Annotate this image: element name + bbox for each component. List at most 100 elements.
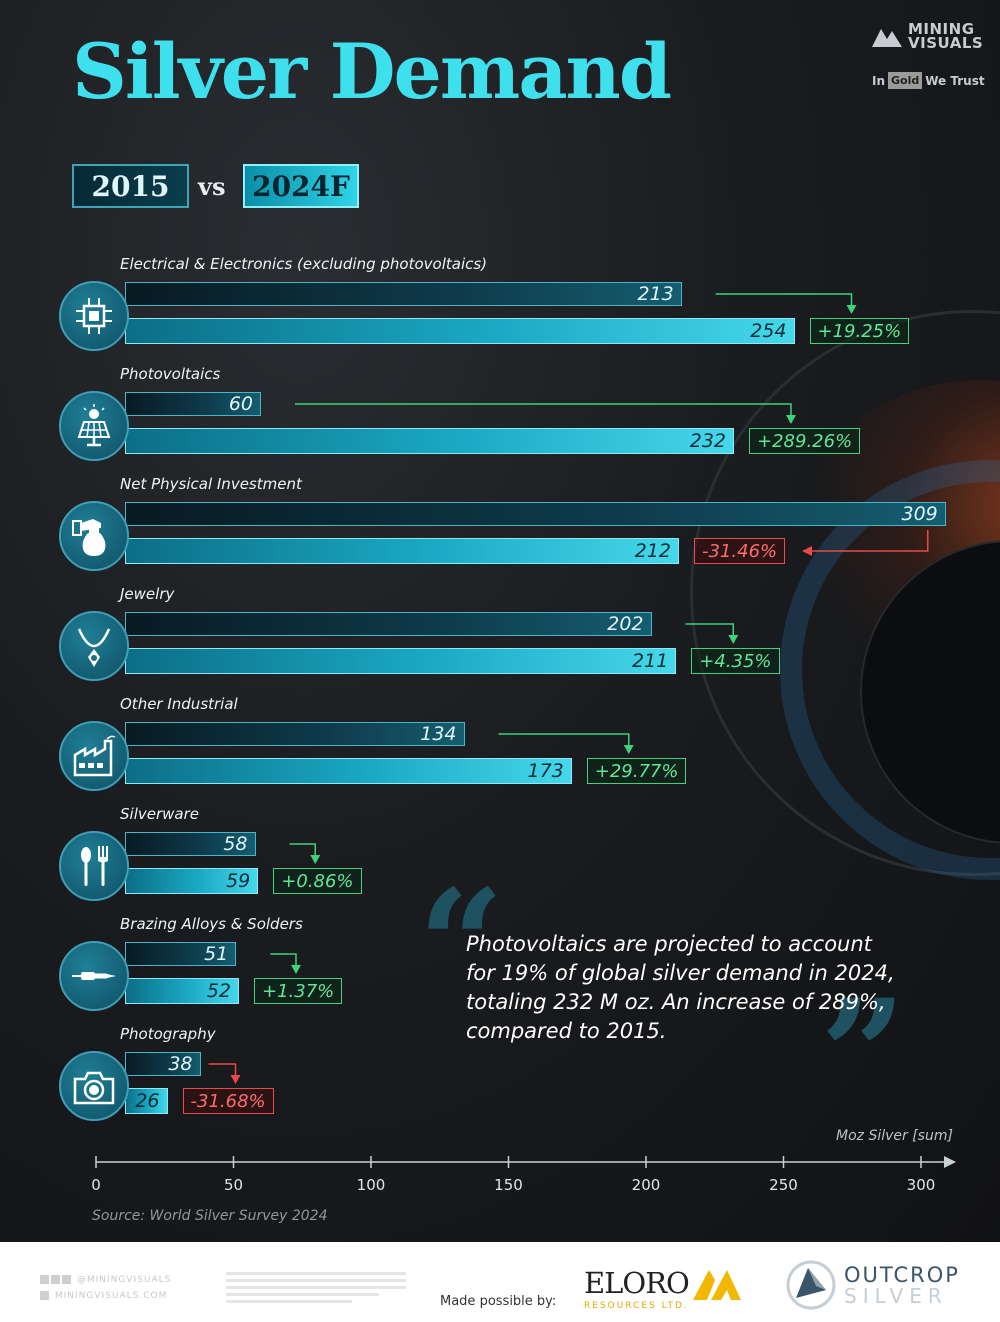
change-badge: +289.26% xyxy=(749,428,861,454)
fine-print xyxy=(226,1272,406,1307)
made-possible-by: Made possible by: xyxy=(440,1294,557,1309)
category-label: Other Industrial xyxy=(120,695,238,713)
category-label: Photography xyxy=(120,1025,216,1043)
website-link[interactable]: MININGVISUALS.COM xyxy=(54,1291,168,1301)
change-arrow-up xyxy=(498,733,634,754)
bar-2015 xyxy=(125,392,261,416)
vs-label: vs xyxy=(198,172,226,201)
bar-2024f xyxy=(125,868,259,894)
bar-2024f xyxy=(125,318,795,344)
change-badge: +19.25% xyxy=(809,318,910,344)
bar-2015 xyxy=(125,502,946,526)
value-label-2024f: 173 xyxy=(527,760,564,782)
value-label-2024f: 254 xyxy=(750,320,787,342)
category-label: Jewelry xyxy=(120,585,175,603)
eloro-logo: ELORO RESOURCES LTD. xyxy=(584,1266,741,1311)
x-axis xyxy=(95,1156,956,1168)
bar-2024f xyxy=(125,538,679,564)
outcrop-mark-icon xyxy=(786,1260,836,1310)
in-gold-we-trust-logo: In Gold We Trust xyxy=(872,72,985,89)
change-arrow-up xyxy=(289,843,321,864)
social-links: @MININGVISUALS MININGVISUALS.COM xyxy=(40,1272,171,1304)
facebook-icon[interactable] xyxy=(40,1275,49,1284)
value-label-2024f: 59 xyxy=(226,870,251,892)
change-arrow-down xyxy=(208,1063,241,1084)
x-axis-tick-label: 100 xyxy=(356,1176,386,1194)
change-badge: +29.77% xyxy=(586,758,687,784)
x-axis-tick-label: 300 xyxy=(906,1176,936,1194)
x-axis-tick-label: 200 xyxy=(631,1176,661,1194)
x-axis-tick-label: 0 xyxy=(91,1176,101,1194)
arrow-head xyxy=(846,305,857,314)
cutlery-icon xyxy=(59,831,129,901)
arrow-head xyxy=(291,965,301,974)
quote-close-mark: ” xyxy=(820,967,907,1143)
money-bag-icon xyxy=(59,501,129,571)
value-label-2015: 60 xyxy=(228,393,253,415)
x-axis-tick-label: 250 xyxy=(769,1176,798,1194)
category-label: Net Physical Investment xyxy=(120,475,302,493)
change-arrow-up xyxy=(295,403,796,424)
legend-2024f: 2024F xyxy=(243,164,359,208)
outcrop-silver-logo: OUTCROP SILVER xyxy=(786,1260,960,1310)
arrow-line xyxy=(270,953,297,966)
bar-2015 xyxy=(125,722,465,746)
eloro-mark-icon xyxy=(692,1270,741,1300)
category-label: Brazing Alloys & Solders xyxy=(120,915,303,933)
change-arrow-up xyxy=(270,953,301,974)
bar-2015 xyxy=(125,282,682,306)
camera-icon xyxy=(59,1051,129,1121)
mining-visuals-wordmark: MINING VISUALS xyxy=(908,20,984,52)
arrow-head xyxy=(310,855,321,864)
web-icon xyxy=(40,1291,49,1300)
value-label-2015: 58 xyxy=(223,833,248,855)
source-note: Source: World Silver Survey 2024 xyxy=(92,1208,328,1224)
bar-2024f xyxy=(125,648,677,674)
x-axis-tick-label: 150 xyxy=(494,1176,523,1194)
linkedin-icon[interactable] xyxy=(62,1275,71,1284)
change-badge: +4.35% xyxy=(691,648,780,674)
bar-2024f xyxy=(125,758,572,784)
category-label: Silverware xyxy=(120,805,199,823)
bar-2015 xyxy=(125,1052,201,1076)
value-label-2024f: 212 xyxy=(634,540,671,562)
quote-open-mark: “ xyxy=(418,857,505,1033)
value-label-2015: 202 xyxy=(607,613,644,635)
bar-2015 xyxy=(125,832,256,856)
value-label-2015: 213 xyxy=(637,283,674,305)
necklace-icon xyxy=(59,611,129,681)
value-label-2024f: 52 xyxy=(206,980,231,1002)
value-label-2024f: 26 xyxy=(135,1090,160,1112)
value-label-2015: 134 xyxy=(420,723,457,745)
change-badge: +1.37% xyxy=(254,978,343,1004)
page-title: Silver Demand xyxy=(72,27,672,116)
arrow-line xyxy=(715,293,853,306)
change-badge: +0.86% xyxy=(273,868,362,894)
factory-icon xyxy=(59,721,129,791)
main-panel: Silver Demand 2015 vs 2024F MINING VISUA… xyxy=(0,0,1000,1242)
x-axis-tick-label: 50 xyxy=(223,1176,244,1194)
twitter-icon[interactable] xyxy=(51,1275,60,1284)
chip-icon xyxy=(59,281,129,351)
arrow-line xyxy=(289,843,316,856)
value-label-2015: 38 xyxy=(168,1053,193,1075)
soldering-iron-icon xyxy=(59,941,129,1011)
mining-visuals-logo: MINING VISUALS xyxy=(872,20,984,52)
change-badge: -31.68% xyxy=(182,1088,274,1114)
change-arrow-up xyxy=(715,293,857,314)
value-label-2015: 309 xyxy=(901,503,938,525)
value-label-2015: 51 xyxy=(204,943,229,965)
bar-2024f xyxy=(125,978,239,1004)
arrow-line xyxy=(498,733,630,746)
mountain-logo-icon xyxy=(872,29,902,47)
bar-2015 xyxy=(125,612,652,636)
highlight-quote: Photovoltaics are projected to account f… xyxy=(466,932,895,1043)
change-badge: -31.46% xyxy=(694,538,786,564)
arrow-head xyxy=(230,1075,241,1084)
solar-panel-icon xyxy=(59,391,129,461)
legend-2015: 2015 xyxy=(72,164,189,208)
arrow-head xyxy=(623,745,634,754)
category-label: Electrical & Electronics (excluding phot… xyxy=(120,255,488,273)
bar-2024f xyxy=(125,428,734,454)
